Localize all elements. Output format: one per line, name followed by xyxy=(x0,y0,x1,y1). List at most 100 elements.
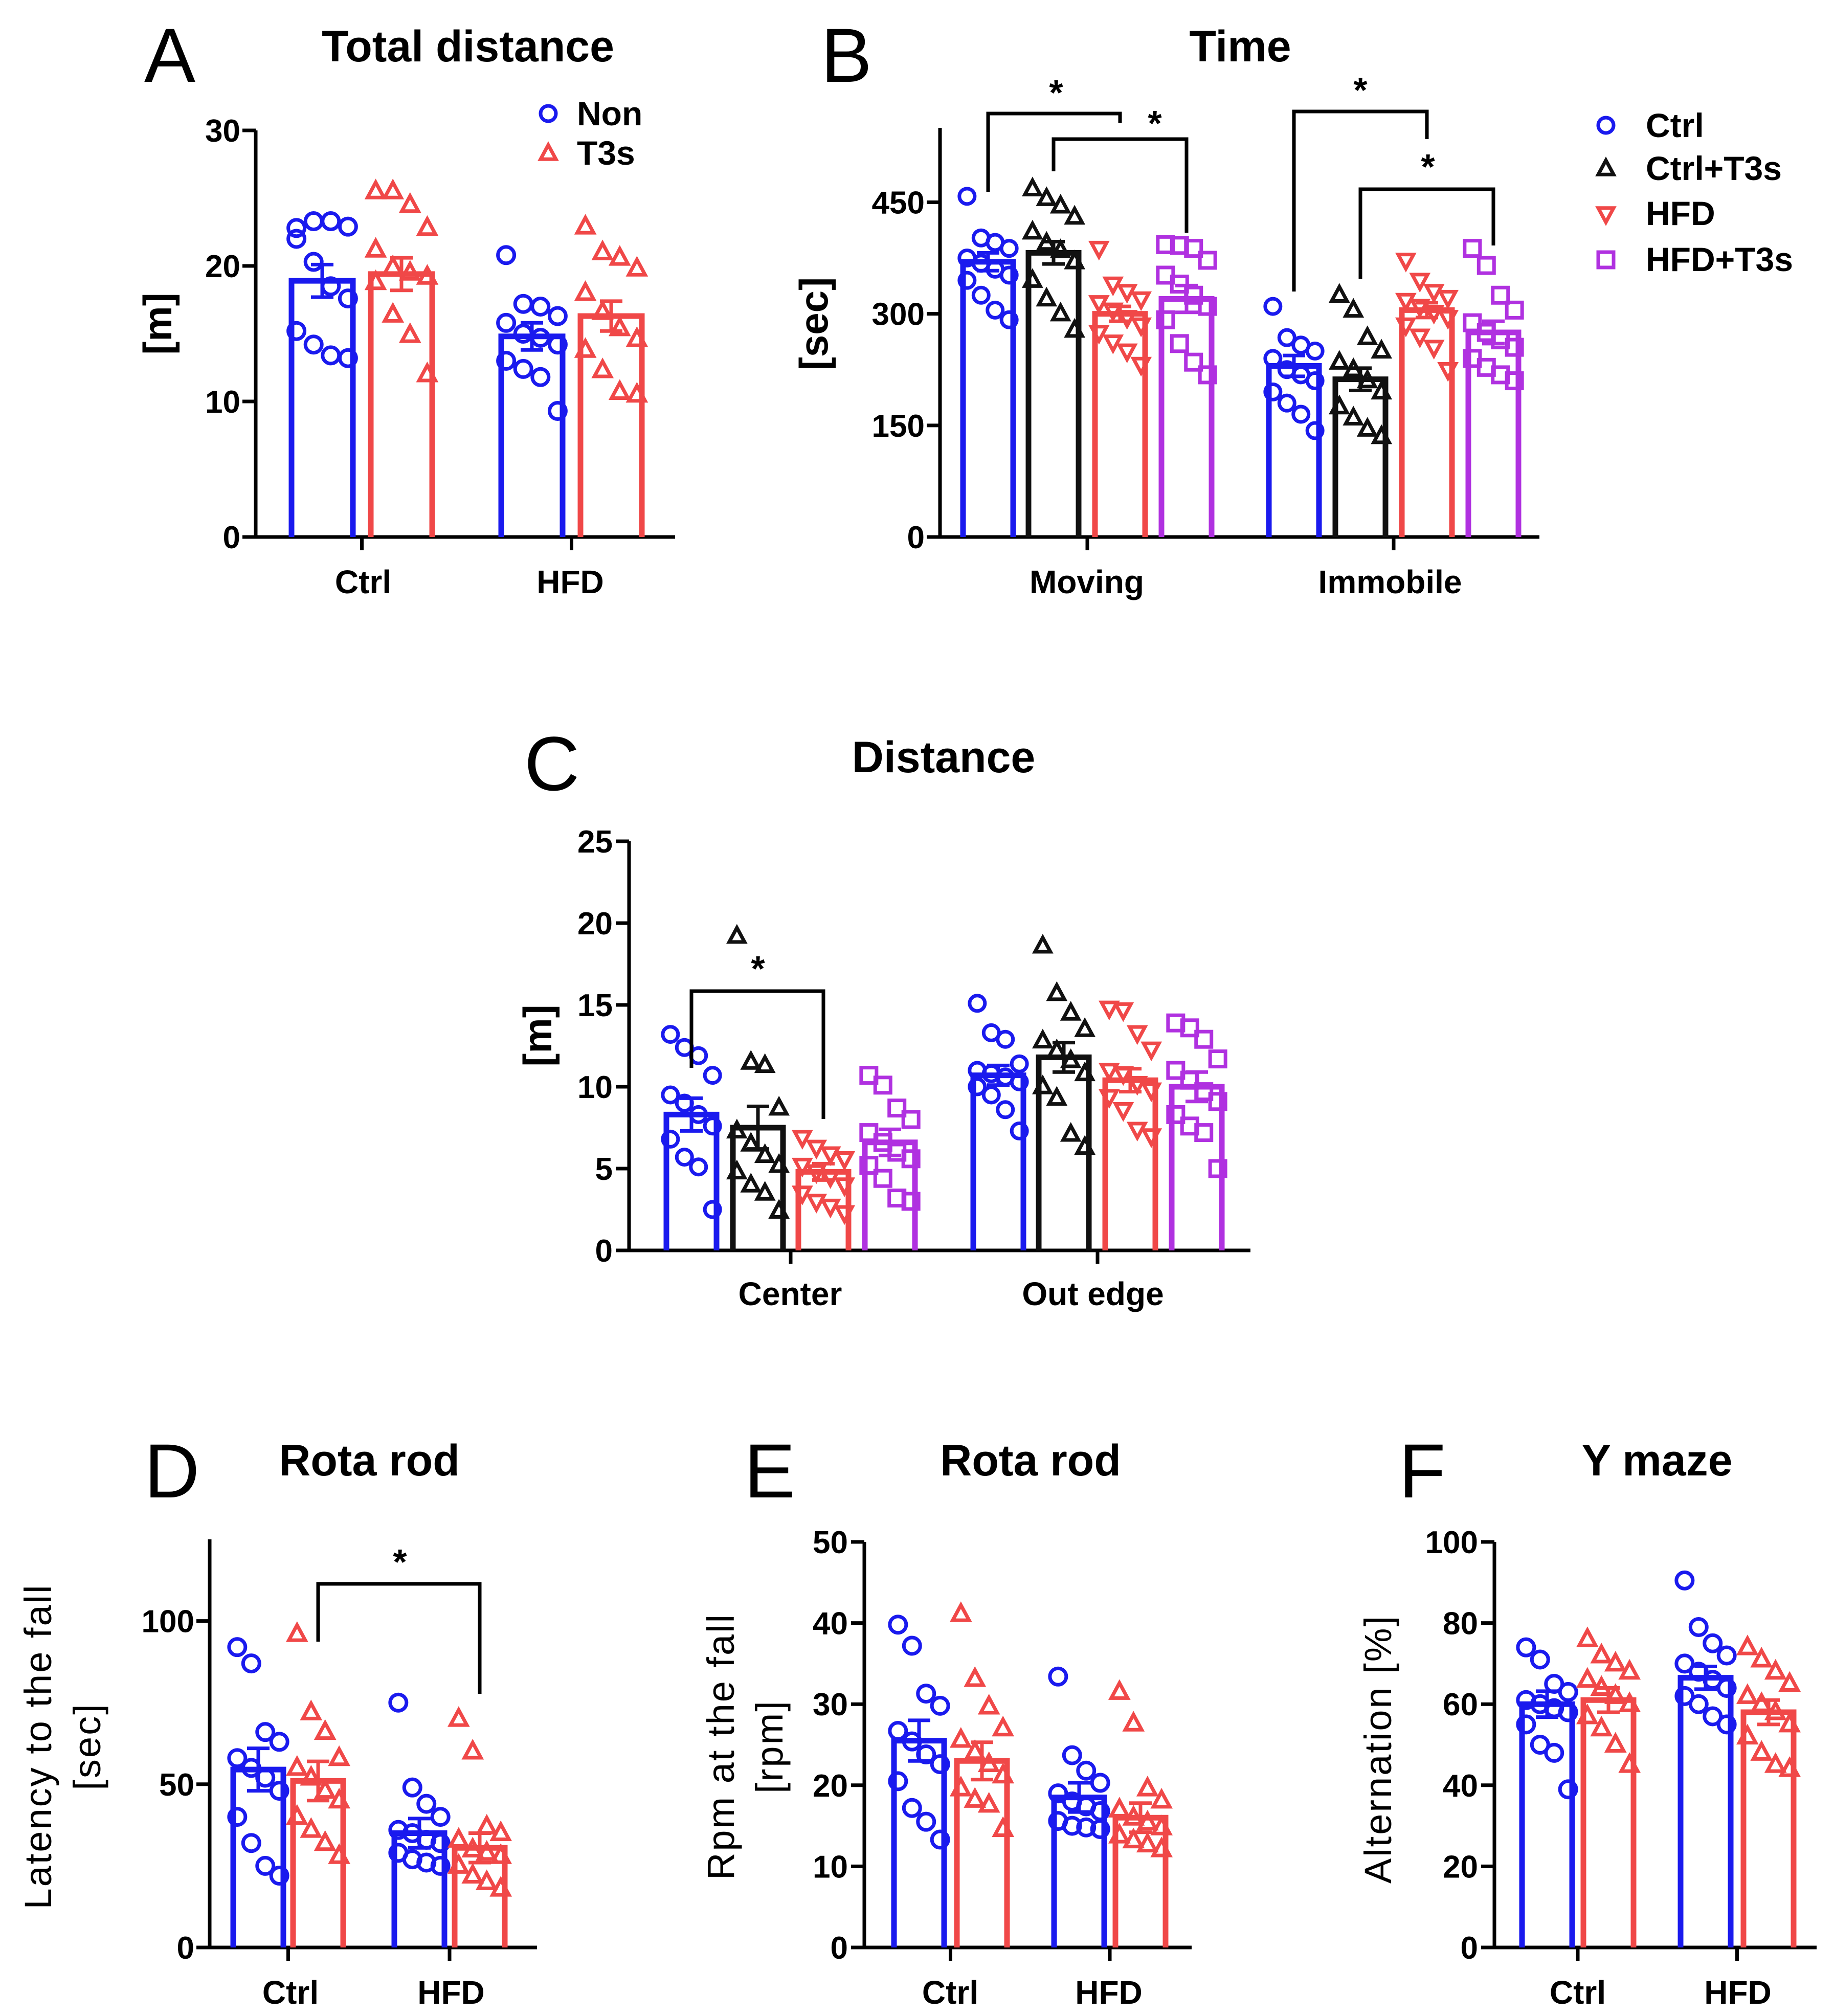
data-point xyxy=(703,1116,722,1136)
data-point xyxy=(1048,1666,1068,1687)
data-point xyxy=(1703,1706,1723,1727)
data-point xyxy=(981,1085,1001,1105)
data-point xyxy=(1395,253,1417,273)
data-point xyxy=(461,1738,484,1760)
data-point xyxy=(999,265,1019,285)
data-point xyxy=(1618,1752,1641,1773)
data-point xyxy=(1764,1699,1787,1720)
data-point xyxy=(1140,1128,1162,1148)
data-point xyxy=(591,299,614,320)
panel-e-y-axis-label: Rpm at the fall xyxy=(700,1613,742,1880)
data-point xyxy=(430,1833,451,1853)
bar-group-hfd-t3s xyxy=(1463,239,1524,537)
bar-group-non xyxy=(496,245,568,537)
data-point xyxy=(1116,343,1138,364)
significance-bracket xyxy=(1358,187,1495,279)
panel-e-category-hfd: HFD xyxy=(1075,1974,1143,2011)
panel-d-significance: * xyxy=(316,1542,482,1694)
data-point xyxy=(726,1159,748,1180)
data-point xyxy=(1130,291,1152,311)
panel-e-category-ctrl: Ctrl xyxy=(922,1974,978,2011)
panel-e-letter: E xyxy=(744,1428,795,1514)
significance-star: * xyxy=(1049,73,1063,113)
data-point xyxy=(530,327,551,348)
data-point xyxy=(806,1194,827,1214)
significance-star: * xyxy=(1353,70,1368,110)
data-point xyxy=(859,1123,879,1143)
data-point xyxy=(286,218,307,238)
data-point xyxy=(1409,273,1431,293)
data-point xyxy=(1102,334,1124,354)
bar-group-ctrl xyxy=(957,187,1019,537)
data-point xyxy=(513,294,533,314)
data-point xyxy=(834,1205,856,1225)
data-point xyxy=(977,1693,1000,1715)
panel-f-letter: F xyxy=(1399,1428,1446,1514)
data-point xyxy=(1198,365,1217,385)
data-point xyxy=(430,1807,451,1827)
data-point xyxy=(1198,251,1217,270)
data-point xyxy=(227,1637,248,1657)
data-point xyxy=(1198,297,1217,316)
data-point xyxy=(1343,298,1365,318)
data-point xyxy=(328,1787,351,1809)
panel-b: B Time [sec] Ctrl Ctrl+T3s HFD HFD+T3s 0… xyxy=(791,12,1793,600)
data-point xyxy=(1778,1756,1801,1777)
data-point xyxy=(888,1771,908,1791)
data-point xyxy=(1505,338,1524,357)
bar-ctrl-t3s xyxy=(1025,250,1082,537)
legend-entry-hfd xyxy=(1595,206,1617,226)
panel-d-plot-area: 0 50 100 xyxy=(142,1539,537,1966)
data-point xyxy=(1060,1048,1082,1068)
data-point xyxy=(1010,1121,1029,1140)
data-point xyxy=(1126,1076,1148,1096)
panel-b-legend: Ctrl Ctrl+T3s HFD HFD+T3s xyxy=(1595,106,1793,278)
data-point xyxy=(398,192,421,213)
data-point xyxy=(496,351,517,371)
data-point xyxy=(285,1621,308,1642)
data-point xyxy=(992,1816,1015,1837)
data-point xyxy=(949,1601,972,1622)
data-point xyxy=(1064,318,1086,338)
data-point xyxy=(1108,1823,1131,1844)
data-point xyxy=(461,1863,484,1884)
data-point xyxy=(1064,205,1086,225)
bar-group-t3s xyxy=(574,214,648,537)
data-point xyxy=(1021,219,1043,240)
data-point xyxy=(992,1762,1015,1784)
data-point xyxy=(1074,1061,1096,1082)
data-point xyxy=(1074,1017,1096,1037)
data-point xyxy=(1716,1677,1737,1698)
data-point xyxy=(661,1085,680,1105)
data-point xyxy=(964,1787,987,1808)
panel-c-significance: * xyxy=(689,949,825,1119)
bar-group-ctrl-t3s xyxy=(726,924,790,1250)
panel-f-category-ctrl: Ctrl xyxy=(1550,1974,1606,2011)
bar-group-ctrl-t3s xyxy=(1032,933,1096,1250)
data-point xyxy=(1116,310,1138,330)
bar-t3s xyxy=(368,271,435,537)
data-point xyxy=(1049,193,1071,214)
panel-f-category-hfd: HFD xyxy=(1704,1974,1772,2011)
data-point xyxy=(574,214,597,235)
data-point xyxy=(1122,1711,1145,1732)
data-point xyxy=(1074,1135,1096,1155)
data-point xyxy=(303,334,324,355)
data-point xyxy=(255,1855,276,1876)
data-point xyxy=(1150,1787,1173,1809)
data-point xyxy=(1371,339,1393,359)
data-point xyxy=(999,239,1019,258)
data-point xyxy=(1558,1779,1578,1800)
data-point xyxy=(1112,1102,1134,1122)
panel-c-category-out-edge: Out edge xyxy=(1022,1275,1164,1312)
data-point xyxy=(416,362,439,383)
panel-f: F Y maze Alternation [%] 0 20 40 60 80 100 Ct… xyxy=(1357,1428,1817,2011)
data-point xyxy=(1156,310,1175,329)
panel-e-title: Rota rod xyxy=(940,1436,1121,1485)
data-point xyxy=(530,367,551,387)
y-tick-label: 150 xyxy=(872,409,925,444)
bar-group-non xyxy=(1674,1570,1737,1947)
data-point xyxy=(1090,1819,1110,1839)
data-point xyxy=(949,1727,972,1748)
significance-bracket xyxy=(689,989,825,1119)
